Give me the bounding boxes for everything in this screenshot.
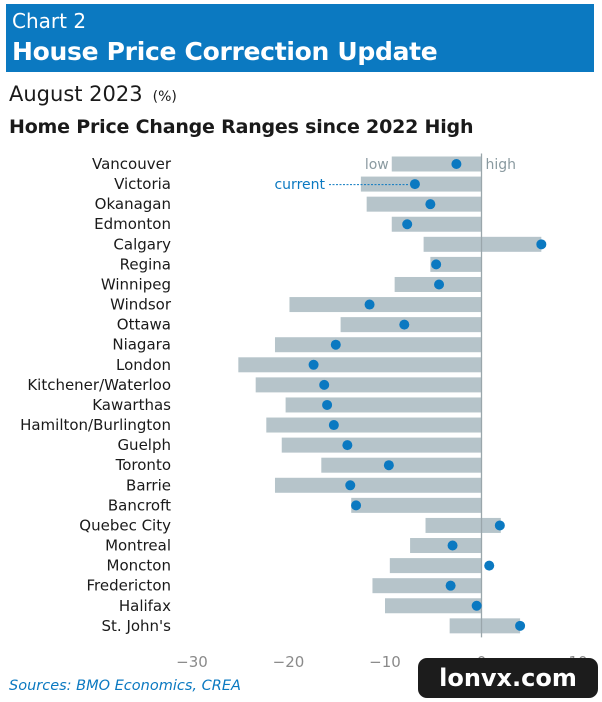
current-dot bbox=[322, 399, 333, 410]
current-dot bbox=[364, 299, 375, 310]
category-label: St. John's bbox=[102, 617, 172, 635]
chart-date: August 2023 bbox=[9, 82, 143, 106]
category-label: Barrie bbox=[126, 476, 171, 494]
range-bar bbox=[274, 477, 482, 493]
category-label: Guelph bbox=[117, 436, 171, 454]
range-bar bbox=[340, 317, 482, 333]
current-dot bbox=[383, 460, 394, 471]
range-bar bbox=[238, 357, 482, 373]
range-bar bbox=[391, 156, 482, 172]
range-bar bbox=[274, 337, 482, 353]
current-dot bbox=[345, 480, 356, 491]
range-bar bbox=[366, 196, 482, 212]
category-label: Niagara bbox=[112, 336, 171, 354]
current-dot bbox=[471, 600, 482, 611]
current-dot bbox=[330, 339, 341, 350]
range-bar bbox=[255, 377, 482, 393]
range-bar bbox=[389, 558, 482, 574]
chart-number: Chart 2 bbox=[12, 9, 87, 33]
category-label: Victoria bbox=[114, 175, 171, 193]
category-label: Okanagan bbox=[95, 195, 171, 213]
category-label: Vancouver bbox=[92, 155, 172, 173]
chart-subtitle: Home Price Change Ranges since 2022 High bbox=[9, 116, 474, 138]
high-annotation: high bbox=[486, 157, 517, 173]
current-dot bbox=[445, 580, 456, 591]
unit-label: (%) bbox=[152, 89, 177, 105]
category-label: Bancroft bbox=[108, 496, 171, 514]
current-dot bbox=[409, 179, 420, 190]
current-dot bbox=[328, 420, 339, 431]
sources-note: Sources: BMO Economics, CREA bbox=[9, 678, 241, 694]
range-bar bbox=[281, 437, 482, 453]
current-dot bbox=[536, 239, 547, 250]
range-chart: Vancouver Victoria Okanagan Edmonton Calgary… bbox=[20, 153, 588, 670]
current-dot bbox=[447, 540, 458, 551]
current-dot bbox=[342, 440, 353, 451]
x-tick-label: −20 bbox=[273, 653, 305, 670]
chart-header: Chart 2 House Price Correction Update bbox=[6, 4, 594, 72]
current-dot bbox=[425, 199, 436, 210]
current-dot bbox=[402, 219, 413, 230]
range-bar bbox=[385, 598, 482, 614]
category-label: London bbox=[116, 356, 171, 374]
current-dot bbox=[399, 319, 410, 330]
x-tick-label: −10 bbox=[369, 653, 401, 670]
category-label: Hamilton/Burlington bbox=[20, 416, 171, 434]
date-line: August 2023 (%) bbox=[9, 82, 177, 106]
range-bar bbox=[423, 236, 542, 252]
range-bar bbox=[360, 176, 482, 192]
current-dot bbox=[494, 520, 505, 531]
range-bar bbox=[285, 397, 482, 413]
range-bar bbox=[351, 497, 482, 513]
range-bar bbox=[372, 578, 482, 594]
current-dot bbox=[431, 259, 442, 270]
current-dot bbox=[515, 620, 526, 631]
current-dot bbox=[308, 359, 319, 370]
x-tick-label: −30 bbox=[176, 653, 208, 670]
category-label: Edmonton bbox=[94, 215, 171, 233]
category-label: Regina bbox=[120, 255, 171, 273]
category-label: Fredericton bbox=[87, 577, 172, 595]
current-dot bbox=[484, 560, 495, 571]
category-label: Calgary bbox=[113, 235, 171, 253]
current-dot bbox=[319, 379, 330, 390]
range-bar bbox=[425, 517, 501, 533]
watermark-logo: lonvx.com bbox=[418, 658, 598, 698]
current-dot bbox=[451, 159, 462, 169]
range-bar bbox=[391, 216, 482, 232]
category-label: Ottawa bbox=[117, 316, 171, 334]
category-label: Kawarthas bbox=[92, 396, 171, 414]
category-label: Quebec City bbox=[79, 516, 171, 534]
range-bar bbox=[410, 538, 482, 554]
category-label: Windsor bbox=[110, 296, 172, 314]
low-annotation: low bbox=[365, 157, 389, 173]
category-label: Montreal bbox=[105, 537, 171, 555]
category-label: Moncton bbox=[107, 557, 171, 575]
range-bar bbox=[449, 618, 521, 634]
category-label: Kitchener/Waterloo bbox=[27, 376, 171, 394]
range-bar bbox=[321, 457, 482, 473]
current-dot bbox=[351, 500, 362, 511]
category-label: Toronto bbox=[115, 456, 171, 474]
category-label: Winnipeg bbox=[101, 275, 171, 293]
range-bar bbox=[289, 297, 482, 313]
category-label: Halifax bbox=[119, 597, 171, 615]
chart-title: House Price Correction Update bbox=[12, 37, 438, 66]
range-bar bbox=[430, 256, 482, 272]
range-bar bbox=[266, 417, 482, 433]
current-dot bbox=[434, 279, 445, 290]
current-annotation: current bbox=[274, 177, 325, 193]
